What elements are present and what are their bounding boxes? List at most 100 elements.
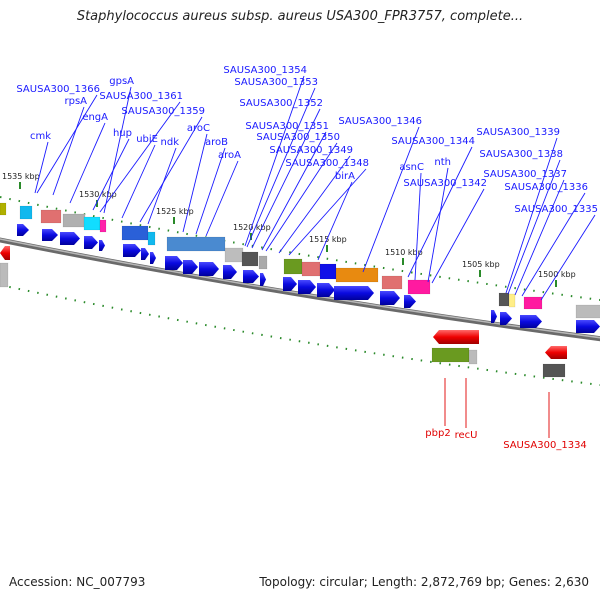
forward-cds-arrow bbox=[298, 280, 316, 294]
gene-class-block bbox=[0, 202, 7, 216]
forward-label-leader bbox=[103, 86, 132, 214]
forward-label-leader bbox=[362, 126, 420, 273]
forward-cds-arrow bbox=[141, 248, 149, 260]
forward-gene-label: aroC bbox=[187, 123, 210, 134]
forward-cds-arrow bbox=[84, 236, 98, 249]
reverse-cds-arrow bbox=[433, 330, 479, 344]
forward-label-leader bbox=[427, 167, 449, 283]
feature-tracks bbox=[0, 202, 600, 378]
forward-cds-arrow bbox=[334, 286, 374, 300]
kbp-tick-label: 1510 kbp bbox=[385, 248, 423, 257]
gene-class-block bbox=[319, 263, 337, 280]
forward-gene-label: SAUSA300_1346 bbox=[338, 116, 422, 127]
accession-text: Accession: NC_007793 bbox=[9, 575, 146, 589]
forward-gene-label: SAUSA300_1342 bbox=[403, 178, 487, 189]
gene-class-block bbox=[283, 258, 303, 275]
forward-cds-arrow bbox=[199, 262, 219, 276]
forward-cds-arrow bbox=[150, 252, 156, 264]
forward-cds-arrow bbox=[243, 270, 259, 283]
reverse-cds-arrow bbox=[545, 346, 567, 359]
forward-label-leader bbox=[205, 160, 239, 237]
forward-gene-label: SAUSA300_1349 bbox=[269, 145, 353, 156]
forward-gene-label: SAUSA300_1359 bbox=[121, 106, 205, 117]
forward-label-leader bbox=[288, 168, 367, 256]
forward-label-leader bbox=[147, 147, 177, 225]
gene-class-block bbox=[62, 213, 86, 228]
forward-label-leader bbox=[246, 87, 316, 248]
forward-gene-label: SAUSA300_1344 bbox=[391, 136, 475, 147]
forward-gene-label: asnC bbox=[399, 162, 424, 173]
forward-gene-label: SAUSA300_1351 bbox=[245, 121, 329, 132]
forward-cds-arrow bbox=[60, 232, 80, 245]
forward-gene-label: nth bbox=[434, 157, 451, 168]
forward-gene-label: SAUSA300_1353 bbox=[234, 77, 318, 88]
gene-class-block bbox=[431, 347, 470, 363]
reverse-gene-label: pbp2 bbox=[425, 428, 450, 439]
forward-gene-label: SAUSA300_1339 bbox=[476, 127, 560, 138]
reverse-gene-label: recU bbox=[455, 430, 478, 441]
forward-cds-arrow bbox=[500, 312, 512, 325]
forward-gene-label: SAUSA300_1336 bbox=[504, 182, 588, 193]
forward-gene-label: SAUSA300_1366 bbox=[16, 84, 100, 95]
forward-label-leader bbox=[431, 188, 485, 284]
gene-class-block bbox=[381, 275, 403, 290]
gene-class-block bbox=[542, 363, 566, 378]
forward-label-leader bbox=[317, 181, 353, 261]
forward-cds-arrow bbox=[520, 315, 542, 328]
forward-label-leader bbox=[261, 131, 327, 251]
forward-gene-label: ubiE bbox=[136, 134, 158, 145]
map-title: Staphylococcus aureus subsp. aureus USA3… bbox=[76, 9, 524, 24]
gene-class-block bbox=[40, 209, 62, 224]
forward-gene-label: cmk bbox=[30, 131, 51, 142]
forward-gene-label: SAUSA300_1350 bbox=[256, 132, 340, 143]
forward-label-leader bbox=[278, 155, 351, 254]
gene-class-block bbox=[575, 304, 600, 319]
forward-gene-label: SAUSA300_1337 bbox=[483, 169, 567, 180]
reverse-rna-arrow bbox=[0, 246, 10, 260]
kbp-tick-label: 1535 kbp bbox=[2, 172, 40, 181]
forward-label-leader bbox=[251, 108, 321, 249]
gene-class-block bbox=[498, 292, 510, 307]
forward-label-leader bbox=[121, 144, 156, 219]
gene-class-block bbox=[241, 251, 259, 267]
forward-label-leader bbox=[507, 159, 561, 295]
gene-class-block bbox=[147, 231, 156, 246]
gene-class-block bbox=[224, 247, 244, 263]
genome-summary-text: Topology: circular; Length: 2,872,769 bp… bbox=[259, 575, 589, 589]
forward-label-leader bbox=[244, 75, 305, 247]
forward-label-leader bbox=[34, 141, 49, 194]
reverse-gene-label: SAUSA300_1334 bbox=[503, 440, 587, 451]
forward-cds-arrow bbox=[165, 256, 183, 270]
forward-label-leader bbox=[52, 106, 85, 196]
forward-label-leader bbox=[521, 192, 586, 297]
forward-cds-arrow bbox=[283, 277, 297, 291]
forward-label-leader bbox=[182, 133, 208, 233]
forward-label-leader bbox=[99, 101, 181, 213]
label-leader-lines bbox=[34, 75, 596, 438]
gene-class-block bbox=[83, 216, 101, 231]
gene-class-block bbox=[99, 219, 107, 233]
forward-label-leader bbox=[92, 138, 130, 211]
gene-class-block bbox=[19, 205, 33, 220]
forward-cds-arrow bbox=[42, 229, 58, 241]
forward-cds-arrow bbox=[576, 320, 600, 333]
forward-gene-label: hup bbox=[113, 128, 132, 139]
forward-gene-label: engA bbox=[82, 112, 108, 123]
forward-gene-label: SAUSA300_1348 bbox=[285, 158, 369, 169]
forward-cds-arrow bbox=[123, 244, 141, 257]
forward-label-leader bbox=[195, 147, 226, 235]
forward-cds-arrow bbox=[223, 265, 237, 279]
forward-label-leader bbox=[36, 94, 98, 194]
forward-label-leader bbox=[139, 116, 203, 223]
gene-class-block bbox=[335, 267, 379, 283]
forward-cds-arrow bbox=[491, 310, 497, 323]
forward-gene-label: rpsA bbox=[64, 96, 87, 107]
forward-gene-label: SAUSA300_1352 bbox=[239, 98, 323, 109]
gene-class-block bbox=[121, 225, 149, 241]
forward-label-leader bbox=[414, 172, 422, 281]
gene-class-block bbox=[166, 236, 226, 252]
forward-label-leader bbox=[265, 142, 338, 252]
forward-gene-label: SAUSA300_1335 bbox=[514, 204, 598, 215]
